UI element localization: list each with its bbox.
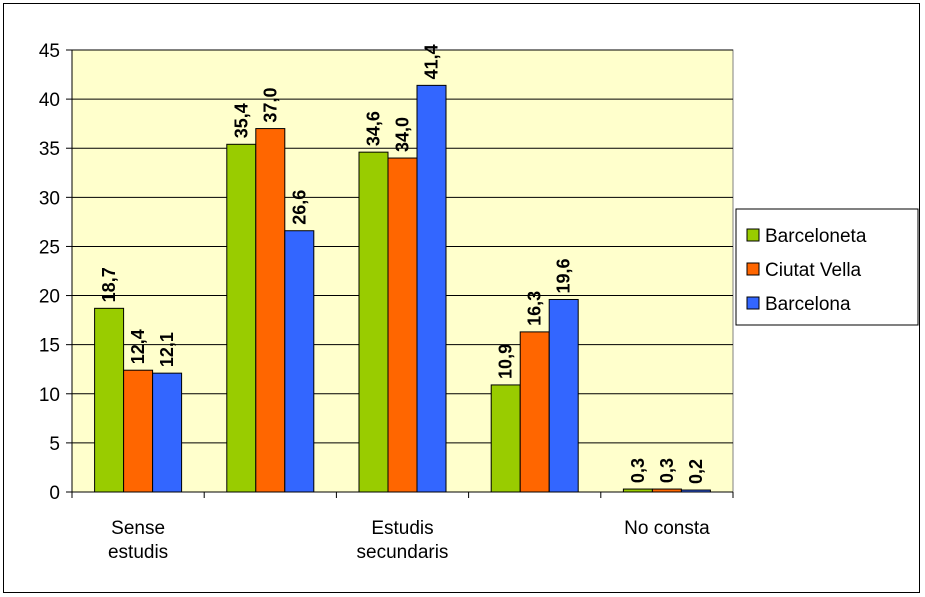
bar-barceloneta (622, 488, 653, 493)
bar-barcelona (548, 298, 579, 493)
bar-barceloneta (358, 151, 389, 493)
data-label: 12,1 (157, 332, 177, 367)
y-tick-label: 5 (49, 434, 60, 455)
y-tick-label: 45 (39, 41, 60, 62)
data-label: 0,3 (628, 458, 648, 483)
bar-chart: 0 5 10 15 20 25 30 35 40 45 Sense estudis Estudis sec… (39, 41, 919, 563)
y-tick-label: 10 (39, 385, 60, 406)
data-label: 41,4 (422, 44, 442, 79)
bar-barcelona (284, 230, 315, 493)
bar-barcelona (416, 84, 447, 493)
x-category-label: No consta (624, 518, 710, 539)
data-label: 18,7 (99, 267, 119, 302)
data-label: 0,3 (657, 458, 677, 483)
y-tick-label: 35 (39, 139, 60, 160)
y-tick-label: 20 (39, 287, 60, 308)
legend-label: Barcelona (765, 294, 851, 315)
data-label: 0,2 (686, 459, 706, 484)
bar-ciutat-vella (519, 331, 550, 493)
data-label: 26,6 (289, 190, 309, 225)
bar-barcelona (152, 372, 183, 493)
legend-swatch (746, 296, 760, 310)
y-tick-label: 15 (39, 336, 60, 357)
legend-swatch (746, 228, 760, 242)
x-category-label: Estudis (371, 518, 433, 539)
bar-ciutat-vella (123, 369, 154, 493)
bar-barceloneta (490, 384, 521, 493)
data-label: 19,6 (554, 258, 574, 293)
data-label: 35,4 (231, 103, 251, 138)
data-label: 10,9 (496, 344, 516, 379)
data-label: 34,6 (364, 111, 384, 146)
y-tick-label: 40 (39, 90, 60, 111)
y-tick-label: 0 (49, 483, 60, 504)
bar-barceloneta (94, 307, 125, 493)
y-tick-label: 30 (39, 188, 60, 209)
data-label: 12,4 (128, 329, 148, 364)
bar-ciutat-vella (387, 157, 418, 493)
bar-barceloneta (226, 143, 257, 493)
legend-label: Ciutat Vella (765, 260, 862, 281)
x-category-label: Sense (111, 518, 165, 539)
data-label: 34,0 (393, 117, 413, 152)
legend (735, 208, 919, 326)
y-tick-label: 25 (39, 237, 60, 258)
bar-barcelona (680, 489, 711, 493)
data-label: 16,3 (525, 291, 545, 326)
bar-ciutat-vella (651, 488, 682, 493)
x-category-label: secundaris (357, 542, 449, 563)
data-label: 37,0 (260, 88, 280, 123)
x-category-label: estudis (108, 542, 168, 563)
legend-label: Barceloneta (765, 226, 867, 247)
legend-swatch (746, 262, 760, 276)
chart-frame: 0 5 10 15 20 25 30 35 40 45 Sense estudis Estudis sec… (3, 3, 920, 593)
bar-ciutat-vella (255, 128, 286, 493)
